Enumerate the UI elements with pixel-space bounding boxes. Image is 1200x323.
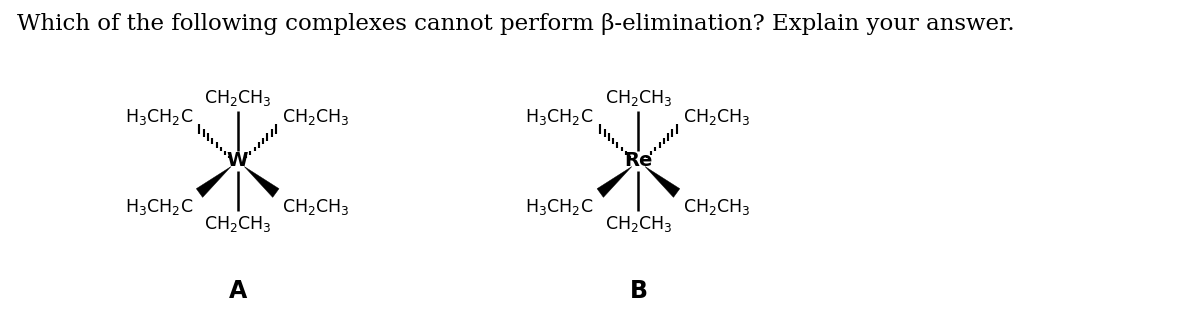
Text: CH$_2$CH$_3$: CH$_2$CH$_3$ (204, 214, 271, 234)
Text: H$_3$CH$_2$C: H$_3$CH$_2$C (125, 107, 193, 127)
Text: CH$_2$CH$_3$: CH$_2$CH$_3$ (282, 107, 350, 127)
Text: Re: Re (624, 151, 653, 171)
Text: H$_3$CH$_2$C: H$_3$CH$_2$C (125, 197, 193, 217)
Text: CH$_2$CH$_3$: CH$_2$CH$_3$ (605, 88, 672, 108)
Text: H$_3$CH$_2$C: H$_3$CH$_2$C (526, 197, 594, 217)
Polygon shape (245, 167, 280, 197)
Text: CH$_2$CH$_3$: CH$_2$CH$_3$ (605, 214, 672, 234)
Text: B: B (630, 279, 648, 303)
Polygon shape (646, 167, 679, 197)
Text: CH$_2$CH$_3$: CH$_2$CH$_3$ (204, 88, 271, 108)
Text: W: W (227, 151, 248, 171)
Text: Which of the following complexes cannot perform β-elimination? Explain your answ: Which of the following complexes cannot … (17, 13, 1014, 35)
Polygon shape (197, 167, 232, 197)
Text: H$_3$CH$_2$C: H$_3$CH$_2$C (526, 107, 594, 127)
Text: CH$_2$CH$_3$: CH$_2$CH$_3$ (683, 197, 751, 217)
Text: CH$_2$CH$_3$: CH$_2$CH$_3$ (282, 197, 350, 217)
Text: A: A (228, 279, 247, 303)
Text: CH$_2$CH$_3$: CH$_2$CH$_3$ (683, 107, 751, 127)
Polygon shape (598, 167, 632, 197)
